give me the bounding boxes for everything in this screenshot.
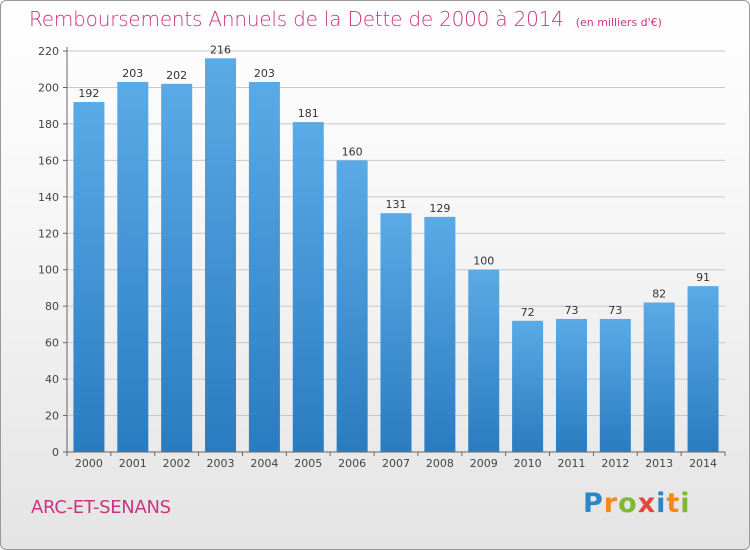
bar xyxy=(599,318,631,452)
x-tick-label: 2005 xyxy=(294,457,322,470)
data-label: 91 xyxy=(696,271,710,284)
data-label: 72 xyxy=(521,306,535,319)
y-tick-label: 120 xyxy=(38,227,59,240)
bar xyxy=(643,302,675,452)
bars xyxy=(73,58,719,453)
data-label: 216 xyxy=(210,43,231,56)
bar xyxy=(687,286,719,452)
data-label: 160 xyxy=(342,145,363,158)
bar xyxy=(161,83,193,453)
data-label: 192 xyxy=(78,87,99,100)
y-tick-label: 200 xyxy=(38,81,59,94)
y-tick-label: 180 xyxy=(38,118,59,131)
y-tick-label: 80 xyxy=(45,300,59,313)
y-tick-label: 20 xyxy=(45,410,59,423)
bar xyxy=(380,213,412,452)
x-tick-label: 2009 xyxy=(470,457,498,470)
data-label: 129 xyxy=(429,202,450,215)
chart-title-block: Remboursements Annuels de la Dette de 20… xyxy=(29,7,662,31)
y-tick-label: 60 xyxy=(45,337,59,350)
y-tick-label: 220 xyxy=(38,45,59,58)
x-tick-label: 2003 xyxy=(207,457,235,470)
x-tick-label: 2011 xyxy=(557,457,585,470)
x-tick-label: 2013 xyxy=(645,457,673,470)
x-tick-labels: 2000 2001 2002 2003 2004 2005 2006 2007 2008 2009… xyxy=(75,457,717,470)
bar xyxy=(73,102,105,452)
data-label: 100 xyxy=(473,255,494,268)
data-label: 73 xyxy=(608,304,622,317)
y-tick-label: 0 xyxy=(52,446,59,459)
x-tick-label: 2007 xyxy=(382,457,410,470)
chart-unit-note: (en milliers d'€) xyxy=(575,16,662,29)
logo-letter: x xyxy=(637,488,657,519)
data-label: 73 xyxy=(564,304,578,317)
bar xyxy=(205,58,237,453)
bar xyxy=(555,318,587,452)
x-tick-label: 2001 xyxy=(119,457,147,470)
logo-letter: i xyxy=(656,488,667,519)
data-label: 181 xyxy=(298,107,319,120)
logo-letter: P xyxy=(583,488,604,519)
logo-letter: i xyxy=(680,488,691,519)
x-tick-label: 2002 xyxy=(163,457,191,470)
x-tick-label: 2000 xyxy=(75,457,103,470)
bar xyxy=(248,81,280,453)
bar xyxy=(424,216,456,452)
bar xyxy=(292,122,324,452)
data-label: 202 xyxy=(166,69,187,82)
data-labels: 192 203 202 216 203 181 160 131 129 100 72 73 73 82 91 xyxy=(78,43,710,318)
y-tick-label: 160 xyxy=(38,154,59,167)
proxiti-logo: Proxiti xyxy=(583,488,691,519)
municipality-name: ARC-ET-SENANS xyxy=(31,497,171,518)
bar xyxy=(117,81,149,453)
bar xyxy=(336,160,368,452)
x-tick-label: 2014 xyxy=(689,457,717,470)
logo-letter: o xyxy=(618,488,638,519)
data-label: 203 xyxy=(254,67,275,80)
logo-letter: t xyxy=(666,488,681,519)
y-tick-labels: 0 20 40 60 80 100 120 140 160 180 200 220 xyxy=(38,45,59,459)
chart-title: Remboursements Annuels de la Dette de 20… xyxy=(29,7,564,31)
y-tick-label: 140 xyxy=(38,191,59,204)
x-tick-label: 2004 xyxy=(250,457,278,470)
x-tick-label: 2010 xyxy=(514,457,542,470)
x-tick-label: 2006 xyxy=(338,457,366,470)
y-tick-label: 100 xyxy=(38,264,59,277)
logo-letter: r xyxy=(603,488,619,519)
y-tick-label: 40 xyxy=(45,373,59,386)
x-tick-label: 2008 xyxy=(426,457,454,470)
bar xyxy=(468,269,500,452)
data-label: 203 xyxy=(122,67,143,80)
data-label: 131 xyxy=(386,198,407,211)
bar xyxy=(512,320,544,452)
x-tick-label: 2012 xyxy=(601,457,629,470)
data-label: 82 xyxy=(652,288,666,301)
